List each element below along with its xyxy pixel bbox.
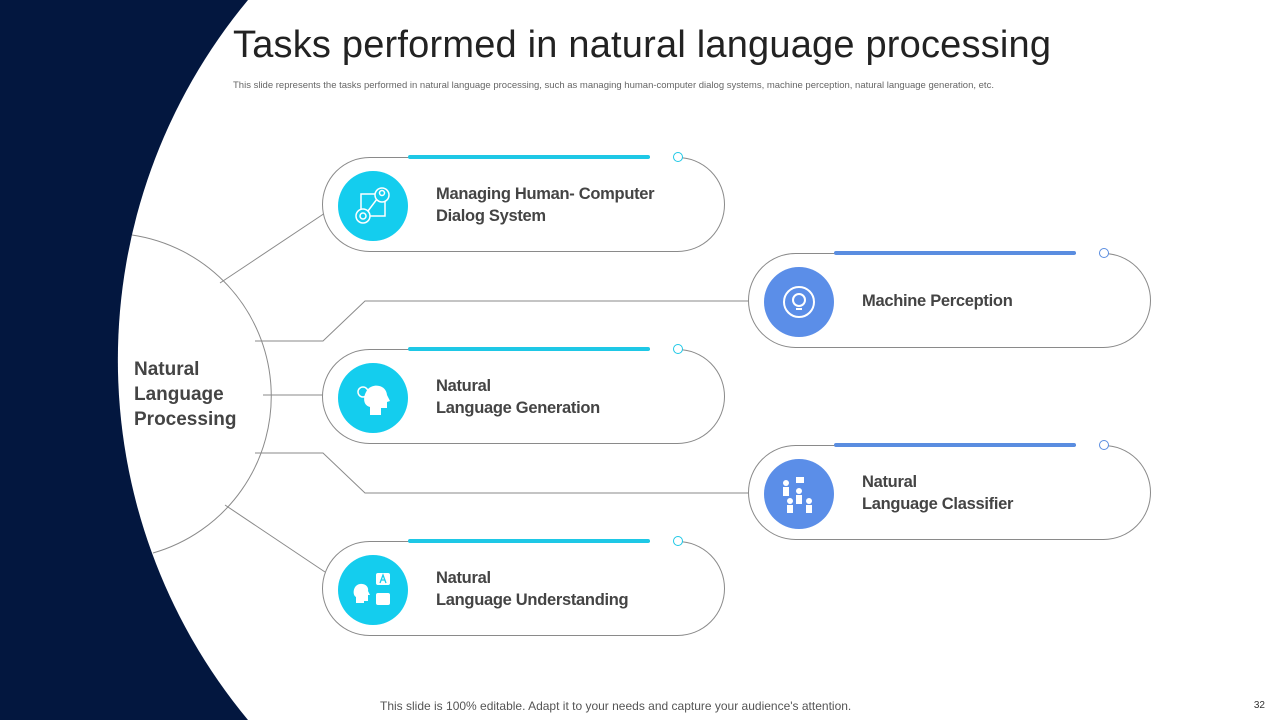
task-label-line-1: Natural xyxy=(862,472,917,491)
center-node-label: Natural Language Processing xyxy=(134,357,236,432)
task-card-language-understanding: Natural Language Understanding xyxy=(322,536,725,636)
task-card-dialog-system: Managing Human- Computer Dialog System xyxy=(322,152,725,252)
task-label: Natural Language Generation xyxy=(436,350,600,443)
accent-bar xyxy=(408,347,650,351)
task-card-machine-perception: Machine Perception xyxy=(748,248,1151,348)
accent-dot xyxy=(673,344,683,354)
page-title: Tasks performed in natural language proc… xyxy=(233,24,1052,66)
connector-1 xyxy=(219,212,326,284)
footer-note: This slide is 100% editable. Adapt it to… xyxy=(380,699,852,713)
accent-dot xyxy=(673,536,683,546)
speaking-translate-icon xyxy=(338,555,408,625)
lightbulb-cycle-icon xyxy=(764,267,834,337)
center-line-1: Natural xyxy=(134,359,200,380)
task-label-line-2: Language Classifier xyxy=(862,494,1014,513)
task-label: Natural Language Understanding xyxy=(436,542,629,635)
accent-bar xyxy=(408,155,650,159)
task-label: Managing Human- Computer Dialog System xyxy=(436,158,655,251)
task-label-line-1: Managing Human- Computer xyxy=(436,184,655,203)
task-label-line-2: Language Generation xyxy=(436,398,600,417)
task-label-line-2: Dialog System xyxy=(436,206,546,225)
accent-dot xyxy=(673,152,683,162)
task-card-language-generation: Natural Language Generation xyxy=(322,344,725,444)
connector-2 xyxy=(255,300,750,342)
connector-5 xyxy=(224,504,326,573)
connector-4 xyxy=(255,452,750,494)
network-user-gear-icon xyxy=(338,171,408,241)
task-label-line-2: Language Understanding xyxy=(436,590,629,609)
task-label: Machine Perception xyxy=(862,254,1013,347)
task-label: Natural Language Classifier xyxy=(862,446,1013,539)
accent-bar xyxy=(834,443,1076,447)
task-label-line-1: Natural xyxy=(436,376,491,395)
accent-bar xyxy=(834,251,1076,255)
accent-bar xyxy=(408,539,650,543)
accent-dot xyxy=(1099,440,1109,450)
people-sorting-icon xyxy=(764,459,834,529)
page-number: 32 xyxy=(1253,700,1265,711)
connectors xyxy=(219,212,750,573)
center-line-3: Processing xyxy=(134,409,237,430)
task-label-line-1: Machine Perception xyxy=(862,291,1013,310)
accent-dot xyxy=(1099,248,1109,258)
center-line-2: Language xyxy=(134,384,224,405)
center-arc xyxy=(131,234,272,554)
task-label-line-1: Natural xyxy=(436,568,491,587)
task-card-language-classifier: Natural Language Classifier xyxy=(748,440,1151,540)
page-subtitle: This slide represents the tasks performe… xyxy=(233,80,994,91)
head-lightbulb-icon xyxy=(338,363,408,433)
